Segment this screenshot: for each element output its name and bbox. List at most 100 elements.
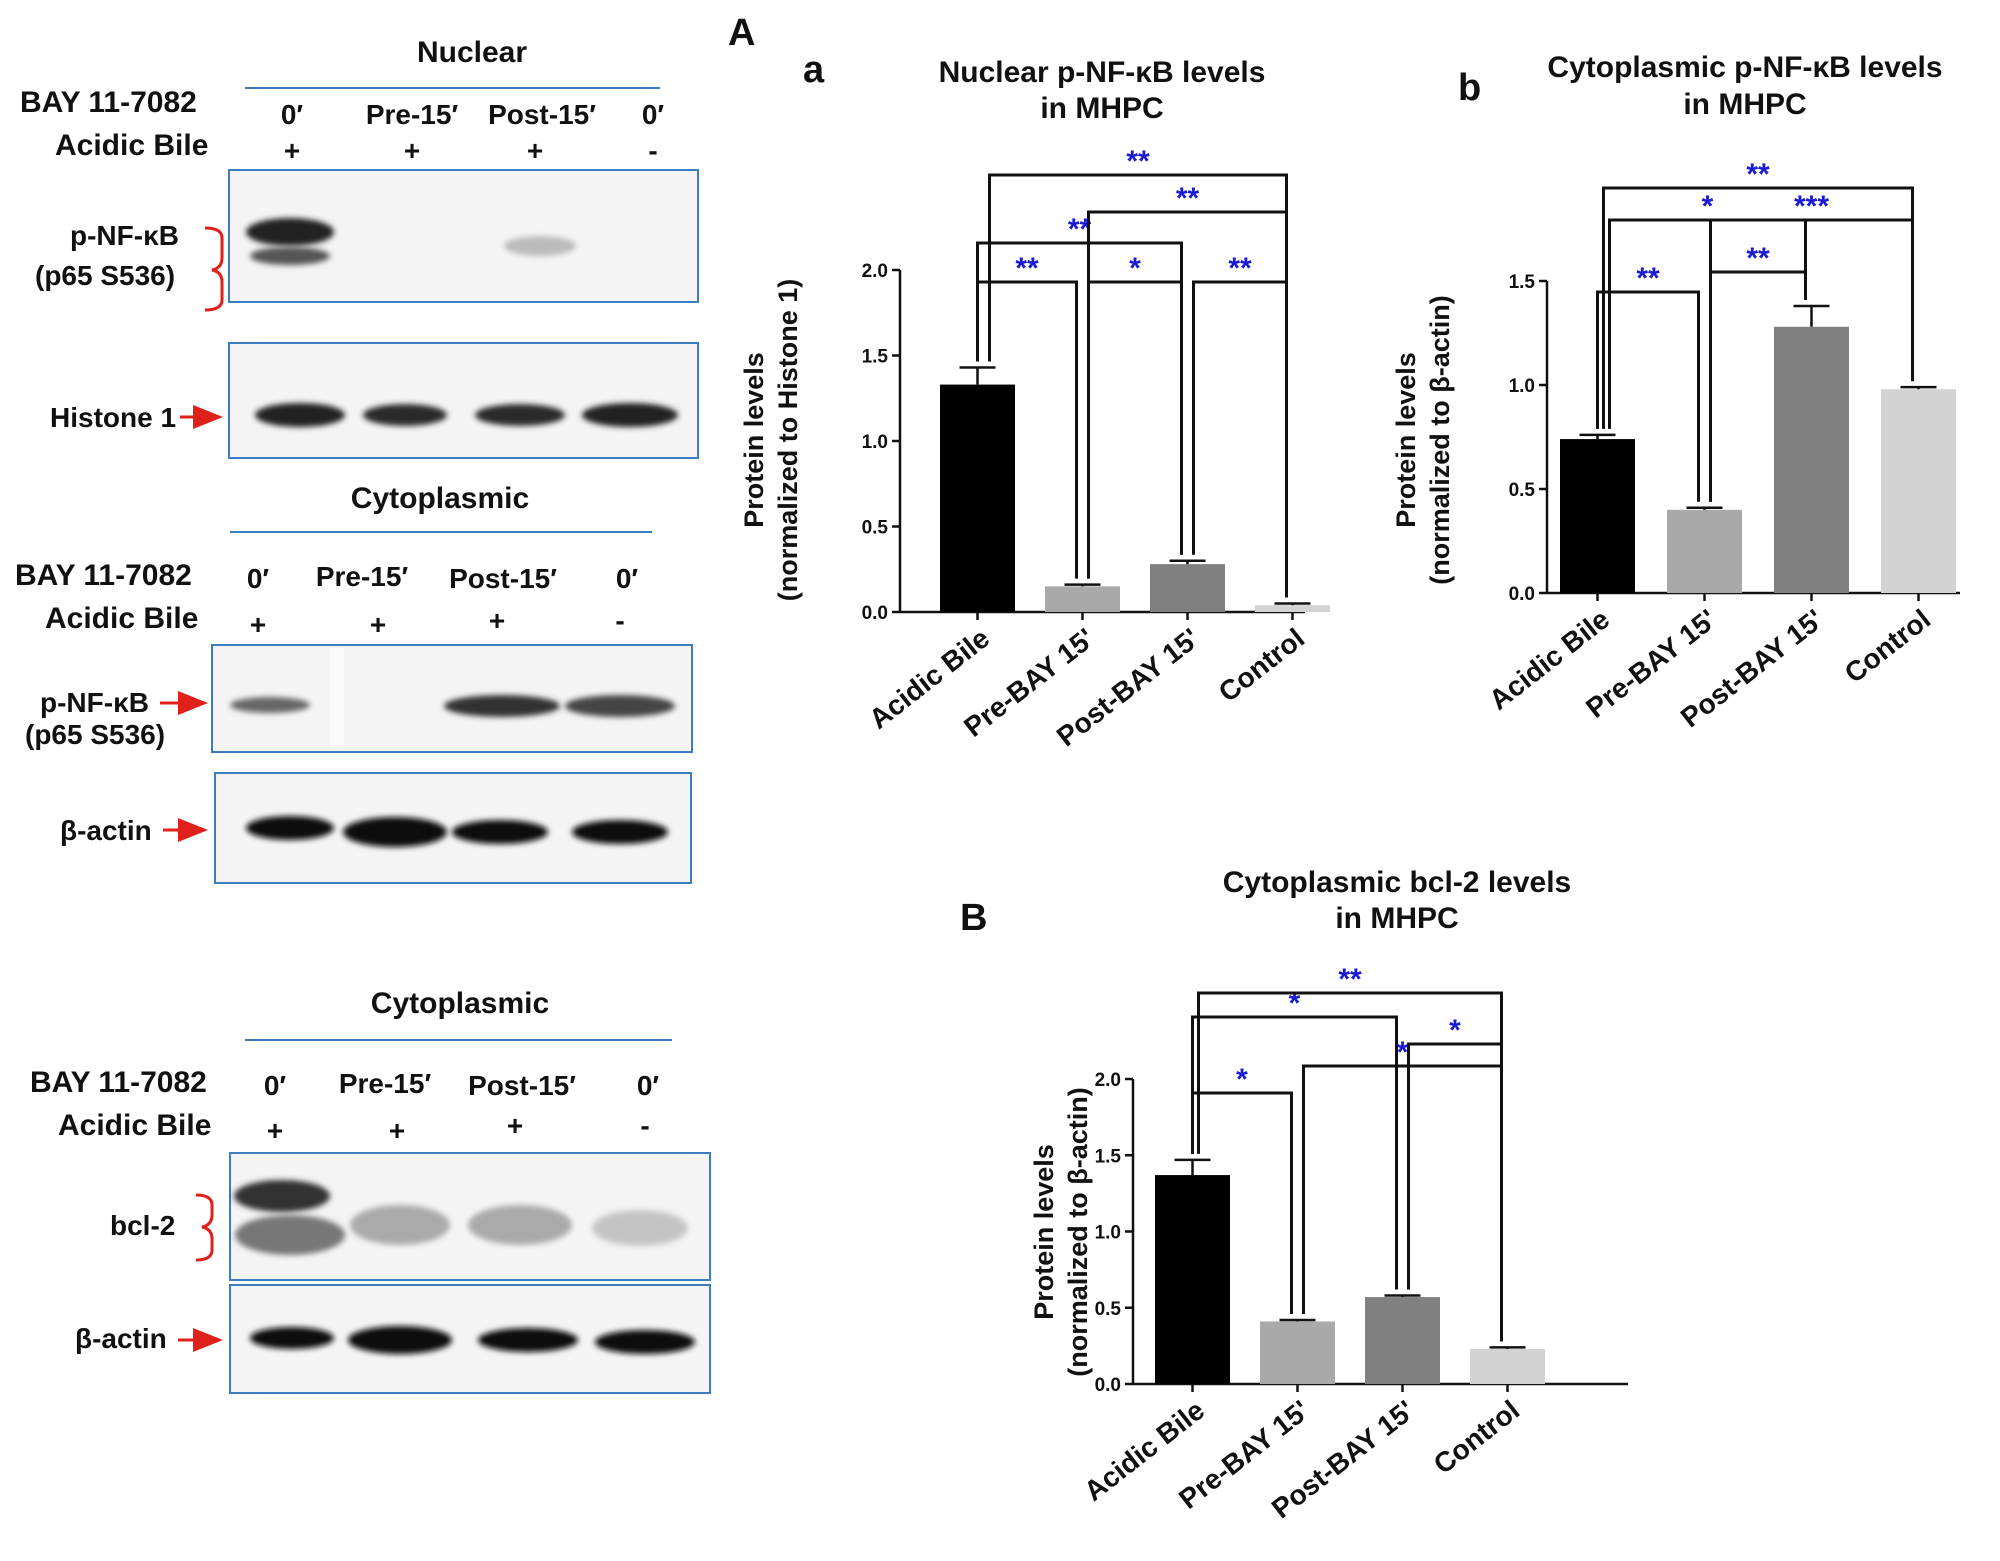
bcl2-actin-band-2 <box>348 1326 452 1354</box>
cyto-band2-label: β-actin <box>60 815 152 846</box>
significance-bracket <box>1602 186 1914 429</box>
cyto-band1-label-b: (p65 S536) <box>25 719 165 750</box>
bcl2-row2-label: Acidic Bile <box>58 1109 211 1142</box>
chart-cytoplasmic-pnfkb: Cytoplasmic p-NF-κB levels in MHPC Prote… <box>1391 51 1960 733</box>
significance-label: ** <box>1126 145 1150 178</box>
bcl2-row2-value-4: - <box>640 1110 649 1141</box>
cyto-gel-lane-gap <box>330 648 344 748</box>
cyto-pnfkb-band-1 <box>230 697 310 713</box>
y-tick-label: 0.0 <box>1095 1375 1121 1396</box>
cyto-row1-label: BAY 11-7082 <box>15 559 192 592</box>
cyto-row2-value-1: + <box>250 609 266 640</box>
significance-bracket <box>976 241 1183 555</box>
chart-ylabel: Protein levels <box>1391 352 1421 528</box>
significance-label: * <box>1397 1036 1409 1069</box>
cyto-row1-value-1: 0′ <box>247 563 270 594</box>
significance-label: ** <box>1746 158 1770 191</box>
bar <box>1260 1321 1335 1384</box>
bcl2-band2-label: β-actin <box>75 1323 167 1354</box>
significance-bracket <box>1596 290 1700 502</box>
bar <box>1881 389 1956 593</box>
significance-label: * <box>1449 1014 1461 1047</box>
nuclear-row1-value-1: 0′ <box>281 99 304 130</box>
bcl2-row1-value-4: 0′ <box>637 1070 660 1101</box>
significance-bracket <box>1197 991 1503 1342</box>
cyto-row2-value-4: - <box>615 605 624 636</box>
significance-label: *** <box>1794 190 1829 223</box>
nuclear-histone-gel <box>228 342 699 459</box>
nuclear-row1-label: BAY 11-7082 <box>20 86 197 119</box>
y-tick-label: 1.0 <box>1095 1223 1121 1244</box>
bcl2-row1-value-3: Post-15′ <box>468 1070 576 1101</box>
bcl2-band-1 <box>234 1180 330 1212</box>
bcl2-blot-header: Cytoplasmic <box>371 987 549 1020</box>
cyto-actin-band-2 <box>343 817 447 847</box>
nuclear-row2-value-3: + <box>527 135 543 166</box>
bar <box>1667 509 1742 593</box>
significance-bracket <box>1407 1042 1503 1342</box>
significance-label: ** <box>1228 252 1252 285</box>
chart-ylabel-2: (normalized to Histone 1) <box>773 279 803 602</box>
cyto-pnfkb-band-4 <box>565 695 675 717</box>
significance-bracket <box>1087 210 1288 598</box>
chart-ylabel-2: (normalized to β-actin) <box>1425 295 1455 585</box>
bar <box>940 384 1015 612</box>
nuclear-pnfkb-band-3 <box>504 236 576 256</box>
nuclear-histone-band-3 <box>475 404 565 426</box>
nuclear-histone-band-4 <box>582 403 678 427</box>
chart-ylabel-2: (normalized to β-actin) <box>1063 1087 1093 1377</box>
chart-subtitle: in MHPC <box>1335 902 1458 935</box>
bar <box>1470 1348 1545 1384</box>
nuclear-row1-value-2: Pre-15′ <box>366 99 459 130</box>
bar <box>1155 1175 1230 1384</box>
y-tick-label: 1.5 <box>1095 1146 1122 1167</box>
chart-cytoplasmic-bcl2: Cytoplasmic bcl-2 levels in MHPC Protein… <box>1029 866 1628 1524</box>
y-tick-label: 2.0 <box>862 261 888 282</box>
significance-label: * <box>1129 252 1141 285</box>
significance-label: ** <box>1068 213 1092 246</box>
chart-ylabel: Protein levels <box>1029 1144 1059 1320</box>
nuclear-row2-value-2: + <box>404 135 420 166</box>
cyto-row2-value-2: + <box>370 609 386 640</box>
panel-label-b: b <box>1458 67 1481 109</box>
bcl2-row2-value-1: + <box>267 1115 283 1146</box>
nuclear-row2-value-4: - <box>648 135 657 166</box>
cyto-row1-value-4: 0′ <box>616 563 639 594</box>
nuclear-row2-label: Acidic Bile <box>55 129 208 162</box>
cyto-row1-value-3: Post-15′ <box>449 563 557 594</box>
y-tick-label: 1.5 <box>1509 272 1536 293</box>
significance-label: ** <box>1636 262 1660 295</box>
significance-bracket <box>1087 280 1183 579</box>
bcl2-bracket <box>195 1193 214 1262</box>
bcl2-row1-value-1: 0′ <box>264 1070 287 1101</box>
y-tick-label: 0.0 <box>1509 584 1535 605</box>
bcl2-band-2 <box>350 1205 450 1245</box>
panel-label-a: a <box>803 49 825 91</box>
bar <box>1255 605 1330 612</box>
bar <box>1045 586 1120 612</box>
nuclear-band2-label: Histone 1 <box>50 402 176 433</box>
bcl2-row1-label: BAY 11-7082 <box>30 1066 207 1099</box>
chart-title: Nuclear p-NF-κB levels <box>939 56 1266 89</box>
cyto-actin-band-3 <box>452 820 548 844</box>
panel-label-A: A <box>728 12 755 54</box>
y-tick-label: 1.0 <box>1509 376 1535 397</box>
bar <box>1560 439 1635 593</box>
cyto-pnfkb-band-3 <box>444 695 560 717</box>
panel-label-B: B <box>960 897 987 939</box>
category-label: Control <box>1213 622 1311 708</box>
y-tick-label: 2.0 <box>1095 1070 1121 1091</box>
category-label: Control <box>1839 603 1937 689</box>
bcl2-actin-band-3 <box>478 1328 578 1352</box>
y-tick-label: 0.0 <box>862 603 888 624</box>
nuclear-histone-band-2 <box>363 404 447 426</box>
cytoplasmic-blot-group: Cytoplasmic BAY 11-7082 0′ Pre-15′ Post-… <box>15 482 693 884</box>
significance-label: * <box>1236 1063 1248 1096</box>
cyto-row2-value-3: + <box>489 605 505 636</box>
nuclear-band1-label-b: (p65 S536) <box>35 260 175 291</box>
significance-label: ** <box>1338 963 1362 996</box>
bcl2-actin-band-1 <box>250 1327 334 1349</box>
bar <box>1365 1297 1440 1384</box>
bcl2-band-3 <box>468 1205 572 1245</box>
